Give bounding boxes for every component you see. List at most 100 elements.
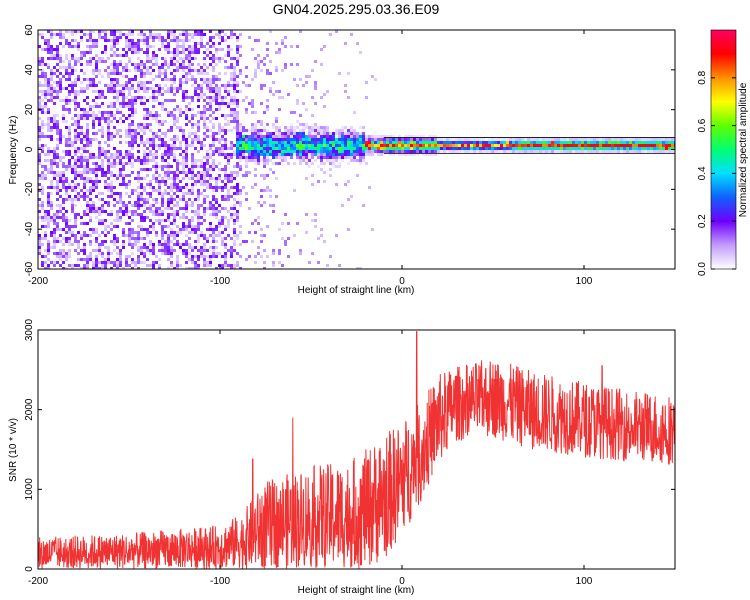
spectrogram-cell [422,147,425,150]
spectrogram-cell [209,234,212,237]
spectrogram-cell [104,156,107,159]
spectrogram-cell [623,138,626,141]
spectrogram-cell [314,135,317,138]
spectrogram-cell [56,123,59,126]
spectrogram-cell [293,144,296,147]
spectrogram-cell [260,147,263,150]
spectrogram-cell [296,126,299,129]
spectrogram-cell [473,141,476,144]
spectrogram-cell [281,222,284,225]
spectrogram-cell [92,105,95,108]
spectrogram-cell [218,174,221,177]
spectrogram-cell [137,45,140,48]
spectrogram-cell [104,261,107,264]
spectrogram-cell [197,213,200,216]
spectrogram-cell [152,99,155,102]
spectrogram-cell [89,216,92,219]
spectrogram-cell [146,216,149,219]
spectrogram-cell [638,147,641,150]
spectrogram-cell [53,114,56,117]
colorbar-ticks: 0.00.20.40.60.8 [697,29,737,276]
spectrogram-y-label: Frequency (Hz) [8,116,19,185]
spectrogram-cell [284,150,287,153]
spectrogram-cell [635,144,638,147]
spectrogram-cell [188,222,191,225]
spectrogram-cell [113,39,116,42]
spectrogram-cell [59,42,62,45]
spectrogram-cell [149,264,152,267]
spectrogram-cell [146,159,149,162]
spectrogram-cell [176,243,179,246]
spectrogram-cell [203,237,206,240]
spectrogram-cell [293,126,296,129]
spectrogram-cell [296,150,299,153]
spectrogram-cell [68,198,71,201]
spectrogram-cell [212,237,215,240]
spectrogram-cell [191,45,194,48]
spectrogram-cell [47,63,50,66]
spectrogram-cell [62,120,65,123]
spectrogram-cell [218,60,221,63]
spectrogram-cell [56,90,59,93]
spectrogram-cell [200,90,203,93]
spectrogram-cell [254,144,257,147]
spectrogram-cell [62,243,65,246]
spectrogram-cell [392,141,395,144]
spectrogram-cell [239,255,242,258]
spectrogram-cell [161,120,164,123]
spectrogram-cell [122,102,125,105]
spectrogram-cell [44,210,47,213]
spectrogram-cell [185,48,188,51]
spectrogram-cell [86,195,89,198]
spectrogram-cell [254,72,257,75]
spectrogram-cell [155,33,158,36]
spectrogram-cell [101,192,104,195]
spectrogram-cell [203,51,206,54]
spectrogram-cell [191,69,194,72]
spectrogram-cell [152,213,155,216]
spectrogram-cell [53,240,56,243]
spectrogram-cell [56,255,59,258]
spectrogram-cell [266,153,269,156]
spectrogram-cell [185,249,188,252]
spectrogram-cell [134,102,137,105]
spectrogram-cell [143,150,146,153]
spectrogram-cell [320,96,323,99]
x-tick-label: -100 [210,576,230,587]
spectrogram-cell [89,189,92,192]
spectrogram-cell [317,132,320,135]
spectrogram-cell [140,162,143,165]
spectrogram-cell [95,177,98,180]
spectrogram-cell [98,156,101,159]
spectrogram-cell [218,72,221,75]
spectrogram-cell [128,141,131,144]
spectrogram-cell [83,117,86,120]
spectrogram-cell [212,141,215,144]
spectrogram-cell [461,141,464,144]
spectrogram-cell [620,150,623,153]
spectrogram-cell [233,213,236,216]
spectrogram-cell [284,45,287,48]
spectrogram-cell [113,153,116,156]
spectrogram-cell [128,174,131,177]
spectrogram-cell [212,162,215,165]
spectrogram-cell [137,81,140,84]
spectrogram-cell [209,39,212,42]
spectrogram-cell [563,141,566,144]
spectrogram-cell [221,36,224,39]
spectrogram-cell [137,246,140,249]
spectrogram-cell [98,198,101,201]
spectrogram-cell [194,114,197,117]
spectrogram-cell [146,45,149,48]
spectrogram-cell [344,132,347,135]
spectrogram-cell [149,210,152,213]
spectrogram-cell [65,255,68,258]
spectrogram-cell [215,240,218,243]
spectrogram-cell [311,141,314,144]
spectrogram-cell [464,141,467,144]
spectrogram-cell [56,48,59,51]
spectrogram-cell [335,132,338,135]
spectrogram-cell [488,147,491,150]
spectrogram-cell [59,78,62,81]
spectrogram-cell [167,51,170,54]
